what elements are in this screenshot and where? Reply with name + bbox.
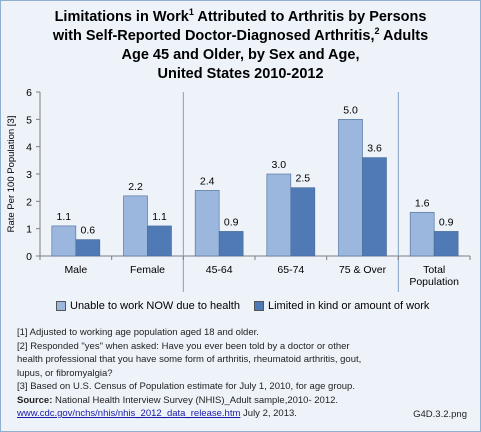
data-label: 5.0	[343, 104, 358, 116]
source-text: National Health Interview Survey (NHIS)_…	[52, 394, 339, 406]
bar-series-1	[123, 195, 148, 257]
bar-series-2	[75, 239, 101, 257]
data-label: 1.1	[57, 211, 72, 223]
y-tick-label: 0	[26, 251, 32, 263]
data-label: 0.9	[439, 216, 454, 228]
data-label: 3.6	[367, 143, 382, 155]
x-tick-label: 65-74	[277, 264, 304, 276]
x-tick-label: 45-64	[206, 264, 233, 276]
data-label: 2.5	[296, 173, 311, 185]
source-link[interactable]: www.cdc.gov/nchs/nhis/nhis_2012_data_rel…	[17, 408, 241, 419]
source-label: Source:	[17, 394, 53, 406]
data-label: 3.0	[272, 159, 287, 171]
x-tick-label: Population	[409, 276, 459, 288]
x-tick-label: Total	[423, 264, 445, 276]
footnote-2-line-3: lupus, or fibromyalgia?	[17, 367, 113, 379]
bar-series-1	[409, 211, 435, 257]
bar-series-1	[194, 190, 220, 257]
footnote-2-line-1: [2] Responded "yes" when asked: Have you…	[17, 340, 350, 352]
legend-label-unable: Unable to work NOW due to health	[70, 300, 240, 312]
data-label: 1.1	[152, 211, 167, 223]
data-label: 2.4	[200, 175, 215, 187]
y-tick-label: 1	[26, 224, 32, 236]
y-tick-label: 2	[26, 196, 32, 208]
bar-chart: Rate Per 100 Population [3] 0 1 2 3 4 5 6 1.1 0.6…	[6, 87, 471, 292]
bar-series-2	[147, 225, 172, 257]
legend-swatch-unable	[56, 301, 66, 311]
data-label: 2.2	[128, 181, 143, 193]
y-tick-label: 4	[26, 142, 32, 154]
footnote-1: [1] Adjusted to working age population a…	[17, 327, 259, 338]
source-line: Source: National Health Interview Survey…	[17, 394, 361, 408]
footnote-3: [3] Based on U.S. Census of Population e…	[17, 381, 355, 392]
x-tick-label: Male	[64, 264, 87, 276]
bar-series-2	[218, 231, 244, 257]
y-tick-label: 3	[26, 169, 32, 181]
bar-series-1	[266, 173, 292, 257]
legend-item-unable: Unable to work NOW due to health	[56, 300, 240, 312]
bar-series-2	[362, 157, 387, 257]
chart-title: Limitations in Work1 Attributed to Arthr…	[52, 7, 429, 82]
footnotes: [1] Adjusted to working age population a…	[17, 326, 361, 421]
y-tick-label: 6	[26, 87, 32, 99]
y-axis-label: Rate Per 100 Population [3]	[6, 116, 17, 233]
legend-item-limited: Limited in kind or amount of work	[253, 300, 430, 312]
y-tick-label: 5	[26, 114, 32, 126]
footnote-2-line-2: health professional that you have some f…	[17, 354, 362, 365]
chart-legend: Unable to work NOW due to health Limited…	[56, 300, 429, 312]
x-tick-label: Female	[130, 264, 165, 276]
data-label: 1.6	[415, 197, 430, 209]
bar-series-1	[338, 119, 363, 257]
source-link-line: www.cdc.gov/nchs/nhis/nhis_2012_data_rel…	[17, 407, 361, 421]
bar-series-2	[290, 187, 316, 257]
data-label: 0.6	[81, 225, 96, 237]
figure-code: G4D.3.2.png	[413, 409, 467, 420]
legend-swatch-limited	[253, 301, 264, 311]
data-label: 0.9	[224, 216, 239, 228]
x-tick-label: 75 & Over	[339, 264, 387, 276]
legend-label-limited: Limited in kind or amount of work	[267, 300, 430, 312]
bar-series-1	[51, 225, 77, 257]
bar-series-2	[433, 231, 459, 257]
source-date: July 2, 2013.	[240, 408, 297, 419]
